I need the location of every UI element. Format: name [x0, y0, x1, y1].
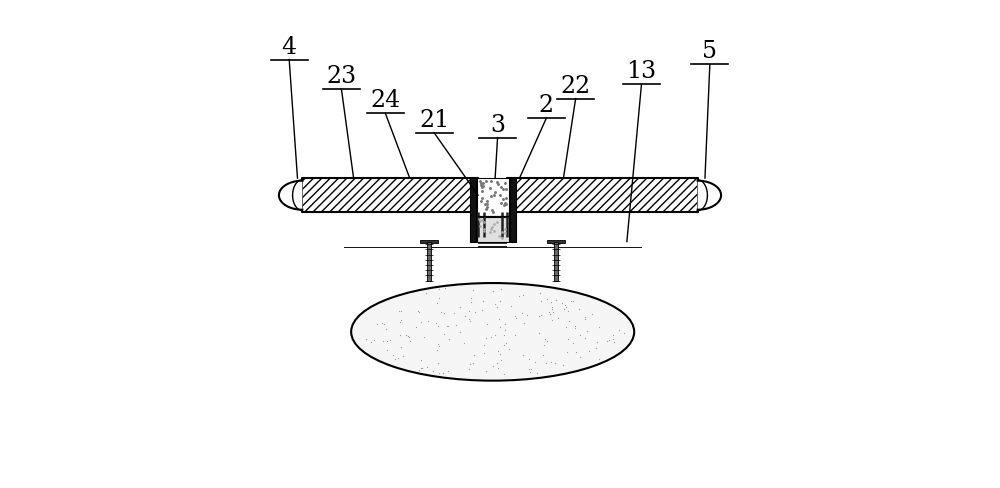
- Text: 21: 21: [419, 109, 449, 132]
- Bar: [510, 178, 516, 242]
- Bar: [470, 178, 476, 242]
- Bar: [477, 218, 509, 242]
- Polygon shape: [279, 178, 302, 212]
- Bar: [477, 178, 509, 216]
- Text: 5: 5: [702, 41, 717, 63]
- Bar: [302, 212, 478, 247]
- Bar: [344, 242, 642, 247]
- Text: 2: 2: [539, 94, 554, 117]
- Text: 22: 22: [561, 75, 591, 98]
- Bar: [302, 178, 478, 212]
- Bar: [427, 242, 431, 281]
- Bar: [507, 212, 698, 247]
- Polygon shape: [698, 178, 721, 212]
- Ellipse shape: [351, 283, 634, 381]
- Text: 24: 24: [370, 89, 400, 112]
- Text: 13: 13: [626, 60, 657, 83]
- Bar: [554, 242, 558, 281]
- Text: 4: 4: [282, 36, 297, 59]
- Bar: [420, 240, 438, 243]
- Text: 3: 3: [490, 114, 505, 137]
- Text: 23: 23: [326, 65, 356, 88]
- Bar: [547, 240, 565, 243]
- Bar: [507, 178, 698, 212]
